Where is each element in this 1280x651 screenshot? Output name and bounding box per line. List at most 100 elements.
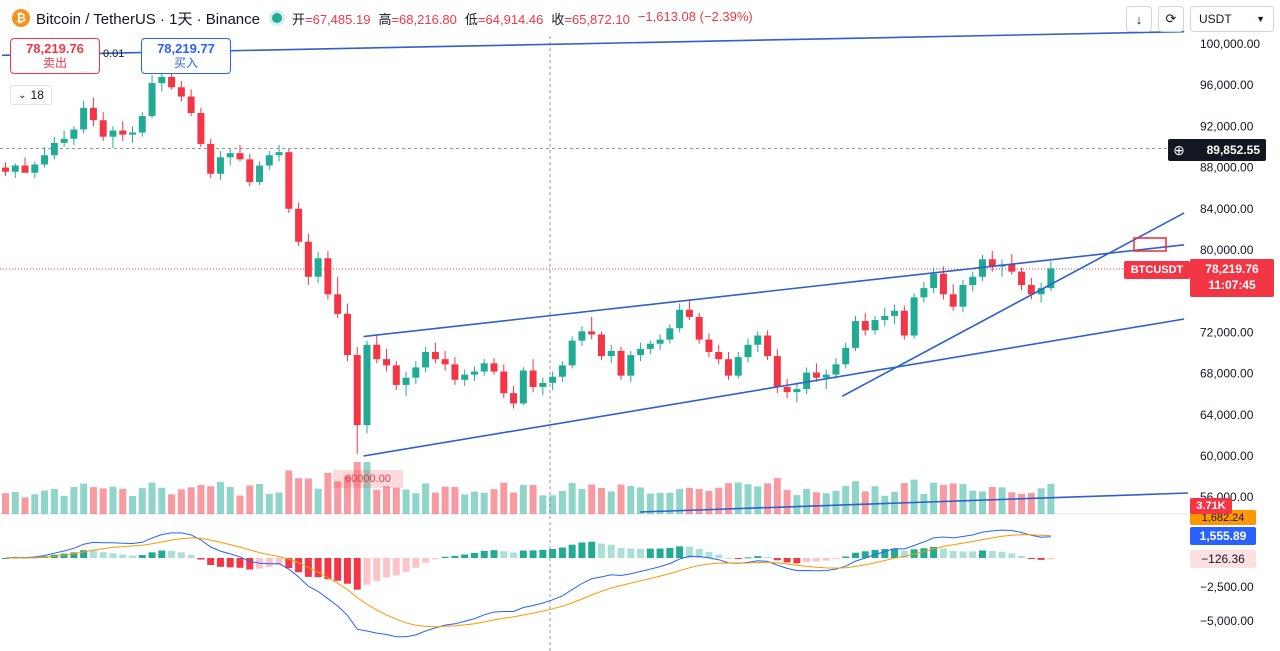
macd-histogram-bar: [979, 550, 986, 558]
currency-value: USDT: [1199, 12, 1232, 26]
macd-histogram-bar: [285, 558, 293, 569]
volume-bar: [597, 488, 605, 514]
volume-bar: [295, 478, 303, 514]
buy-button[interactable]: 78,219.77 买入: [141, 38, 231, 74]
volume-bar: [480, 492, 488, 514]
candle-body: [21, 165, 29, 173]
candle-body: [1018, 271, 1026, 286]
volume-bar: [861, 491, 869, 514]
ohlc-value: =68,216.80: [391, 11, 457, 27]
macd-histogram-bar: [939, 548, 947, 558]
volume-bar: [959, 484, 967, 514]
symbol-title[interactable]: Bitcoin / TetherUS · 1天 · Binance: [36, 10, 260, 28]
volume-bar: [588, 484, 596, 514]
sell-price: 78,219.76: [26, 41, 84, 56]
volume-bar: [177, 489, 185, 514]
download-button[interactable]: ↓: [1126, 6, 1152, 32]
macd-histogram-bar: [724, 557, 732, 559]
ohlc-value: =67,485.19: [305, 11, 371, 27]
candle-body: [41, 155, 49, 165]
volume-bar: [920, 494, 928, 514]
order-quantity[interactable]: 0.01: [103, 48, 125, 60]
candle-body: [959, 285, 967, 307]
volume-bar: [900, 483, 908, 514]
volume-bar: [392, 487, 400, 514]
price-axis-label: 68,000.00: [1200, 367, 1254, 381]
refresh-button[interactable]: ⟳: [1158, 6, 1184, 32]
candle-body: [861, 321, 869, 331]
candle-body: [734, 357, 742, 376]
macd-histogram-bar: [99, 552, 107, 558]
candle-body: [343, 313, 351, 356]
volume-bar: [441, 486, 449, 514]
volume-bar: [470, 491, 478, 514]
macd-histogram-bar: [314, 558, 322, 578]
signal-line: [5, 534, 1051, 628]
market-open-indicator: [272, 13, 282, 23]
candle-body: [851, 321, 859, 348]
price-axis-label: 64,000.00: [1200, 408, 1254, 422]
candle-body: [11, 165, 19, 172]
macd-histogram-bar: [402, 558, 410, 573]
macd-histogram-bar: [764, 557, 772, 559]
volume-bar: [2, 493, 9, 514]
macd-histogram-bar: [216, 558, 224, 567]
macd-histogram-bar: [695, 548, 703, 558]
candle-body: [197, 113, 205, 144]
candle-body: [685, 309, 693, 317]
macd-histogram-bar: [900, 550, 908, 558]
volume-bar: [724, 483, 732, 514]
macd-histogram-bar: [226, 558, 234, 568]
macd-histogram-bar: [1027, 558, 1035, 559]
macd-histogram-bar: [881, 549, 889, 558]
volume-bar: [998, 487, 1006, 514]
candle-body: [803, 372, 811, 390]
candle-body: [900, 310, 908, 336]
candle-body: [519, 370, 527, 404]
macd-histogram-bar: [383, 558, 391, 578]
currency-select[interactable]: USDT ▼: [1190, 6, 1274, 32]
candle-body: [617, 350, 625, 376]
volume-bar: [500, 482, 508, 514]
price-axis-label: 72,000.00: [1200, 325, 1254, 339]
volume-bar: [216, 481, 224, 514]
volume-bar: [939, 484, 947, 514]
macd-histogram-bar: [783, 558, 791, 563]
candle-body: [1027, 285, 1035, 295]
sell-button[interactable]: 78,219.76 卖出: [10, 38, 100, 74]
candle-body: [637, 348, 645, 356]
macd-histogram-bar: [617, 547, 625, 558]
macd-histogram-bar: [431, 558, 439, 560]
volume-bar: [31, 494, 39, 514]
volume-bar: [265, 493, 273, 514]
volume-bar: [617, 484, 625, 514]
volume-bar: [744, 484, 752, 514]
candle-body: [607, 350, 615, 357]
volume-bar: [461, 494, 469, 514]
macd-histogram-bar: [744, 557, 752, 559]
candle-body: [549, 376, 557, 383]
volume-bar: [70, 487, 78, 514]
volume-bar: [764, 483, 772, 514]
macd-histogram-bar: [353, 558, 361, 590]
volume-bar: [1018, 493, 1026, 514]
candle-body: [99, 120, 107, 137]
rising-support-line: [841, 212, 1185, 397]
ohlc-key: 开: [292, 11, 306, 27]
volume-bar: [314, 488, 322, 514]
volume-bar: [285, 470, 293, 514]
volume-bar: [129, 495, 137, 514]
ohlc-value: =64,914.46: [477, 11, 544, 27]
macd-histogram-bar: [500, 551, 508, 558]
candle-body: [627, 355, 635, 376]
candle-body: [383, 359, 391, 366]
volume-label: 3.71K: [1190, 498, 1232, 514]
volume-bar: [60, 495, 68, 514]
add-alert-icon[interactable]: ⊕: [1173, 141, 1185, 158]
macd-histogram-bar: [549, 549, 557, 558]
candle-body: [138, 116, 146, 133]
indicator-collapse-button[interactable]: ⌄ 18: [10, 85, 52, 105]
candle-body: [392, 365, 400, 385]
volume-bar: [80, 483, 88, 514]
